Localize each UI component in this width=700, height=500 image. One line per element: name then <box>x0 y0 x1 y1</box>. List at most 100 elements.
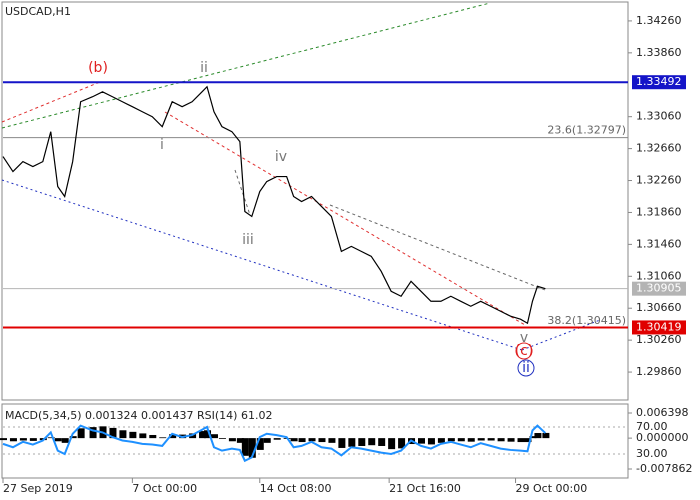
macd-bar <box>298 438 306 443</box>
macd-bar <box>417 438 425 444</box>
macd-bar <box>477 438 485 441</box>
macd-bar <box>210 434 218 439</box>
trend-line <box>329 204 546 291</box>
y-tick-label: 1.33060 <box>636 110 682 123</box>
macd-bar <box>256 438 264 450</box>
price-tag <box>632 320 686 335</box>
macd-bar <box>487 438 495 441</box>
y2-tick-label: 70.00 <box>636 420 668 433</box>
wave-circle <box>515 342 533 360</box>
indicator-frame <box>1 403 629 479</box>
wave-label: iv <box>275 149 287 165</box>
wave-label: iii <box>242 232 254 248</box>
trend-line <box>1 2 491 129</box>
price-tag <box>632 75 686 90</box>
wave-label: ii <box>200 60 208 76</box>
y-tick-label: 1.31860 <box>636 205 682 218</box>
macd-bar <box>457 438 465 442</box>
y-tick-label: 1.34260 <box>636 14 682 27</box>
macd-bar <box>77 428 85 439</box>
y-tick-label: -0.007862 <box>636 462 692 475</box>
x-tick-label: 29 Oct 00:00 <box>516 482 588 495</box>
y-tick-label: 1.30660 <box>636 301 682 314</box>
macd-bar <box>89 427 97 439</box>
macd-bar <box>308 438 316 442</box>
wave-label: (c) <box>515 343 534 359</box>
wave-circle <box>517 359 535 377</box>
macd-bar <box>109 427 117 439</box>
fibo-label: 38.2(1.30415) <box>547 314 626 327</box>
macd-bar <box>542 432 550 439</box>
macd-bar <box>368 438 376 446</box>
macd-bar <box>9 438 17 442</box>
macd-bar <box>338 438 346 448</box>
y-tick-label: 1.30260 <box>636 333 682 346</box>
macd-bar <box>47 437 55 439</box>
y2-tick-label: 30.00 <box>636 447 668 460</box>
macd-bar <box>388 438 396 450</box>
macd-bar <box>169 434 177 439</box>
price-tag <box>632 281 686 296</box>
wave-label: v <box>520 330 528 346</box>
y-tick-label: 1.33860 <box>636 46 682 59</box>
macd-bar <box>119 430 127 439</box>
macd-bar <box>529 436 537 439</box>
macd-bar <box>524 438 532 443</box>
macd-bar <box>263 438 271 443</box>
macd-bar <box>236 438 244 443</box>
macd-bar <box>129 431 137 439</box>
x-tick-label: 14 Oct 08:00 <box>260 482 332 495</box>
macd-bar <box>328 438 336 443</box>
main-frame <box>1 1 629 401</box>
chart-title: USDCAD,H1 <box>5 5 71 18</box>
macd-bar <box>159 437 167 439</box>
macd-bar <box>290 438 298 442</box>
macd-bar <box>199 431 207 439</box>
macd-bar <box>358 438 366 446</box>
macd-bar <box>427 438 435 445</box>
x-tick-label: 27 Sep 2019 <box>3 482 73 495</box>
macd-bar <box>447 438 455 442</box>
wave-label: (b) <box>88 60 108 76</box>
y-tick-label: 1.31460 <box>636 237 682 250</box>
trend-line <box>1 179 523 351</box>
macd-bar <box>517 438 525 443</box>
macd-bar <box>228 438 236 442</box>
series-line <box>2 424 547 463</box>
macd-bar <box>19 438 27 441</box>
macd-bar <box>69 436 77 439</box>
trend-line <box>234 169 251 216</box>
indicator-title: MACD(5,34,5) 0.001324 0.001437 RSI(14) 6… <box>5 409 272 422</box>
macd-bar <box>0 438 7 441</box>
price-tag-label: 1.33492 <box>636 75 682 88</box>
macd-bar <box>398 438 406 449</box>
x-tick-label: 7 Oct 00:00 <box>132 482 197 495</box>
fibo-label: 23.6(1.32797) <box>547 124 626 137</box>
price-tag-label: 1.30905 <box>636 282 682 295</box>
macd-bar <box>497 438 505 442</box>
series-line <box>2 85 546 325</box>
y-tick-label: 1.31060 <box>636 269 682 282</box>
macd-bar <box>54 438 62 442</box>
price-tag-label: 1.30419 <box>636 320 682 333</box>
macd-bar <box>204 430 212 439</box>
macd-bar <box>534 433 542 439</box>
y-tick-label: 1.32260 <box>636 174 682 187</box>
macd-bar <box>273 438 281 440</box>
macd-bar <box>61 438 69 443</box>
macd-bar <box>348 438 356 447</box>
macd-bar <box>218 438 226 439</box>
y-tick-label: 1.32660 <box>636 142 682 155</box>
y-tick-label: 0.000000 <box>636 431 689 444</box>
macd-bar <box>378 438 386 446</box>
wave-label: ii <box>522 360 530 376</box>
y-tick-label: 1.29860 <box>636 365 682 378</box>
trend-line <box>521 319 601 351</box>
macd-bar <box>149 434 157 439</box>
macd-bar <box>29 438 37 441</box>
macd-bar <box>318 438 326 443</box>
macd-bar <box>139 433 147 439</box>
macd-bar <box>241 438 249 456</box>
